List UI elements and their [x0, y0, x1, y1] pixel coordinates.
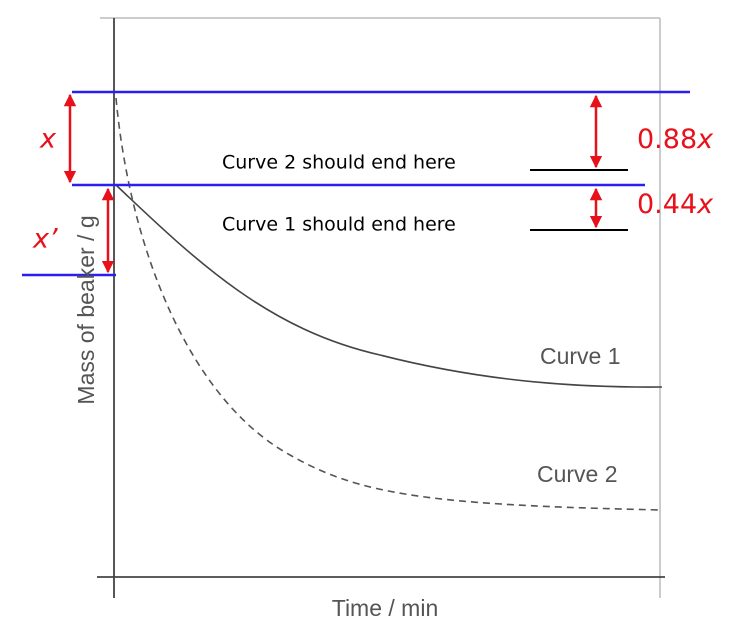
- y-axis-label: Mass of beaker / g: [73, 215, 99, 404]
- variable: x: [696, 124, 714, 155]
- gap-label: x’: [32, 224, 58, 255]
- gap-label: 0.44x: [637, 189, 714, 220]
- coefficient: 0.88: [637, 124, 697, 155]
- curve-1: [115, 184, 663, 388]
- curve-label: Curve 2: [537, 461, 618, 487]
- curve-label: Curve 1: [540, 343, 621, 369]
- curve-2: [115, 97, 663, 511]
- note: Curve 1 should end here: [222, 214, 456, 236]
- gap-label: 0.88x: [637, 124, 714, 155]
- note: Curve 2 should end here: [222, 152, 456, 174]
- coefficient: 0.44: [637, 189, 697, 220]
- variable: x: [696, 189, 714, 220]
- gap-label: x: [39, 124, 57, 155]
- x-axis-label: Time / min: [332, 595, 439, 621]
